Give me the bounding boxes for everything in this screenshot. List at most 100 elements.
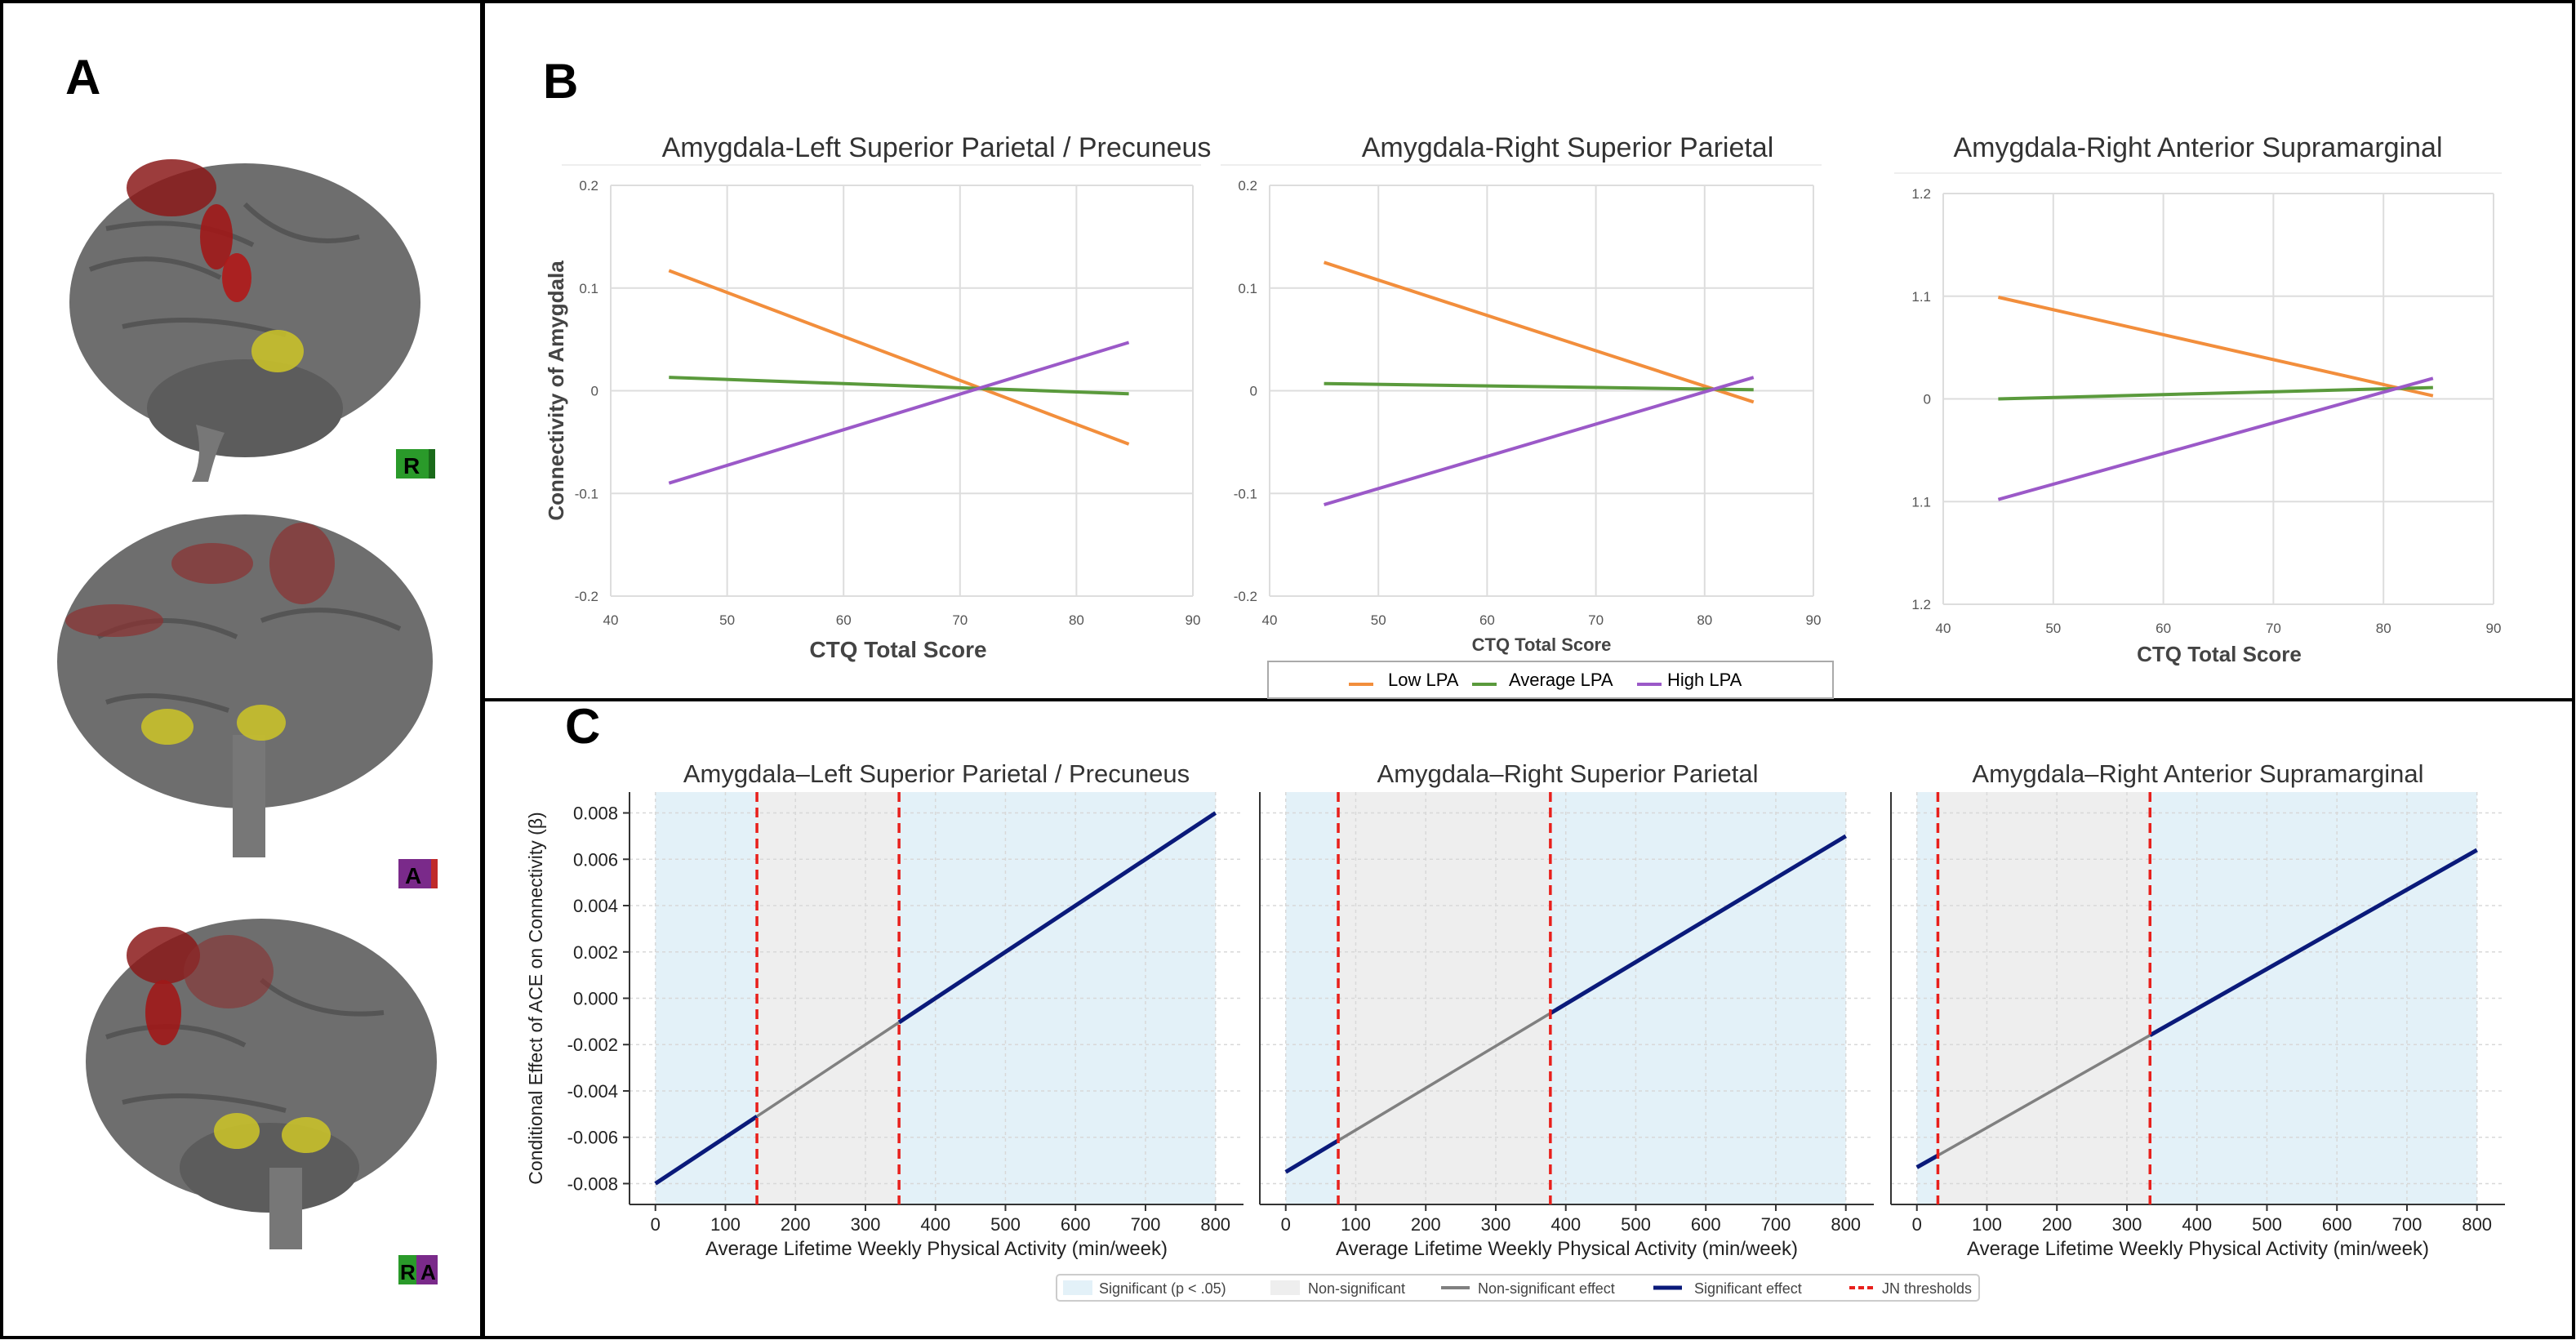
legend-b: Low LPA Average LPA High LPA xyxy=(1267,661,1834,699)
y-tick-label: 1.1 xyxy=(1911,494,1931,510)
x-tick-label: 50 xyxy=(1371,612,1386,628)
x-tick-label: 50 xyxy=(2045,621,2061,636)
y-axis-label: Connectivity of Amygdala xyxy=(544,260,568,521)
x-tick-label: 100 xyxy=(1972,1214,2002,1235)
x-tick-label: 0 xyxy=(1912,1214,1922,1235)
x-tick-label: 100 xyxy=(710,1214,741,1235)
series-line-high-lpa xyxy=(1324,376,1755,507)
chart-6: Amygdala–Right Anterior Supramarginal 0 10… xyxy=(1890,759,2505,1260)
legend-swatch-significant xyxy=(1063,1280,1092,1295)
brain-render-right-anterior xyxy=(86,919,437,1249)
y-tick-label: 0.1 xyxy=(579,281,598,296)
panel-label-c: C xyxy=(565,699,600,754)
x-tick-label: 300 xyxy=(1481,1214,1511,1235)
y-tick-label: -0.1 xyxy=(575,486,598,501)
y-tick-label: 0.002 xyxy=(573,942,618,963)
series-line-high-lpa xyxy=(668,341,1130,485)
x-tick-label: 80 xyxy=(2376,621,2391,636)
x-tick-label: 700 xyxy=(2392,1214,2423,1235)
x-tick-label: 90 xyxy=(1806,612,1822,628)
y-tick-label: -0.004 xyxy=(567,1081,618,1102)
y-tick-label: 0.004 xyxy=(573,896,618,916)
nonsignificant-effect-line xyxy=(756,1021,901,1118)
x-tick-label: 60 xyxy=(2156,621,2171,636)
legend-label-nonsignificant: Non-significant xyxy=(1308,1280,1405,1297)
y-tick-label: 0.2 xyxy=(579,178,598,194)
x-tick-label: 200 xyxy=(781,1214,811,1235)
chart-3: Amygdala-Right Anterior Supramarginal 40 5… xyxy=(1894,132,2502,666)
y-tick-label: 0 xyxy=(1250,384,1257,399)
legend-label-average: Average LPA xyxy=(1509,670,1613,690)
svg-text:R A: R A xyxy=(400,1260,436,1284)
significant-effect-line xyxy=(654,1115,759,1186)
x-tick-label: 60 xyxy=(836,612,852,628)
orientation-cube-icon: R xyxy=(396,449,435,479)
series-line-high-lpa xyxy=(1997,376,2434,501)
y-tick-label: -0.006 xyxy=(567,1128,618,1148)
x-axis-label: Average Lifetime Weekly Physical Activit… xyxy=(1336,1238,1798,1260)
svg-text:A: A xyxy=(405,863,421,888)
x-tick-label: 200 xyxy=(2042,1214,2072,1235)
panel-label-a: A xyxy=(65,50,100,105)
legend-label-high: High LPA xyxy=(1667,670,1742,690)
x-axis-label: CTQ Total Score xyxy=(1472,634,1612,655)
legend-label-low: Low LPA xyxy=(1388,670,1459,690)
chart-title: Amygdala–Right Anterior Supramarginal xyxy=(1972,759,2423,788)
significant-effect-line xyxy=(1549,834,1847,1016)
legend-label-sig-effect: Significant effect xyxy=(1694,1280,1802,1297)
chart-title: Amygdala-Right Superior Parietal xyxy=(1362,132,1774,163)
y-tick-label: -0.008 xyxy=(567,1173,618,1194)
y-tick-label: 1.2 xyxy=(1911,597,1931,612)
chart-title: Amygdala–Left Superior Parietal / Precun… xyxy=(683,759,1190,788)
x-tick-label: 0 xyxy=(651,1214,661,1235)
x-tick-label: 80 xyxy=(1069,612,1084,628)
x-tick-label: 400 xyxy=(2182,1214,2212,1235)
x-tick-label: 800 xyxy=(1200,1214,1230,1235)
orientation-cube-icon: R A xyxy=(398,1255,438,1284)
x-tick-label: 90 xyxy=(2486,621,2502,636)
x-tick-label: 500 xyxy=(1621,1214,1651,1235)
x-axis-label: Average Lifetime Weekly Physical Activit… xyxy=(705,1238,1168,1260)
significant-effect-line xyxy=(1915,1153,1939,1169)
y-tick-label: -0.2 xyxy=(1234,589,1257,604)
x-axis-label: Average Lifetime Weekly Physical Activit… xyxy=(1967,1238,2429,1260)
chart-5: Amygdala–Right Superior Parietal 0 100 200 3… xyxy=(1259,759,1874,1260)
panel-label-b: B xyxy=(543,54,578,109)
legend-label-significant: Significant (p < .05) xyxy=(1099,1280,1226,1297)
x-axis-label: CTQ Total Score xyxy=(2137,642,2302,666)
x-tick-label: 400 xyxy=(920,1214,950,1235)
y-tick-label: 0 xyxy=(1924,392,1931,407)
x-tick-label: 70 xyxy=(952,612,968,628)
x-tick-label: 80 xyxy=(1697,612,1712,628)
y-tick-label: -0.2 xyxy=(575,589,598,604)
x-tick-label: 0 xyxy=(1281,1214,1291,1235)
x-tick-label: 400 xyxy=(1550,1214,1581,1235)
svg-text:R: R xyxy=(403,453,420,479)
series-line-low-lpa xyxy=(668,269,1130,446)
x-axis-label: CTQ Total Score xyxy=(809,637,986,662)
y-tick-label: 0.1 xyxy=(1238,281,1257,296)
x-tick-label: 50 xyxy=(719,612,735,628)
series-line-average-lpa xyxy=(1998,385,2433,401)
x-tick-label: 700 xyxy=(1131,1214,1161,1235)
y-tick-label: -0.1 xyxy=(1234,486,1257,501)
x-tick-label: 70 xyxy=(2266,621,2281,636)
x-tick-label: 700 xyxy=(1761,1214,1791,1235)
panel-c-frame xyxy=(482,698,2575,1339)
significant-effect-line xyxy=(2149,848,2478,1037)
panel-b-frame xyxy=(482,0,2575,701)
series-line-average-lpa xyxy=(669,376,1129,396)
legend-label-nonsig-effect: Non-significant effect xyxy=(1478,1280,1615,1297)
x-tick-label: 90 xyxy=(1186,612,1201,628)
x-tick-label: 800 xyxy=(2462,1214,2492,1235)
series-line-low-lpa xyxy=(1997,296,2434,398)
orientation-cube-icon: A xyxy=(398,859,438,888)
x-tick-label: 600 xyxy=(2322,1214,2352,1235)
legend-c: Significant (p < .05) Non-significant No… xyxy=(1056,1274,1980,1302)
legend-label-jn: JN thresholds xyxy=(1882,1280,1972,1297)
y-tick-label: 0.2 xyxy=(1238,178,1257,194)
nonsignificant-effect-line xyxy=(1937,1034,2151,1157)
y-tick-label: 0.008 xyxy=(573,804,618,824)
y-tick-label: 0.006 xyxy=(573,849,618,870)
